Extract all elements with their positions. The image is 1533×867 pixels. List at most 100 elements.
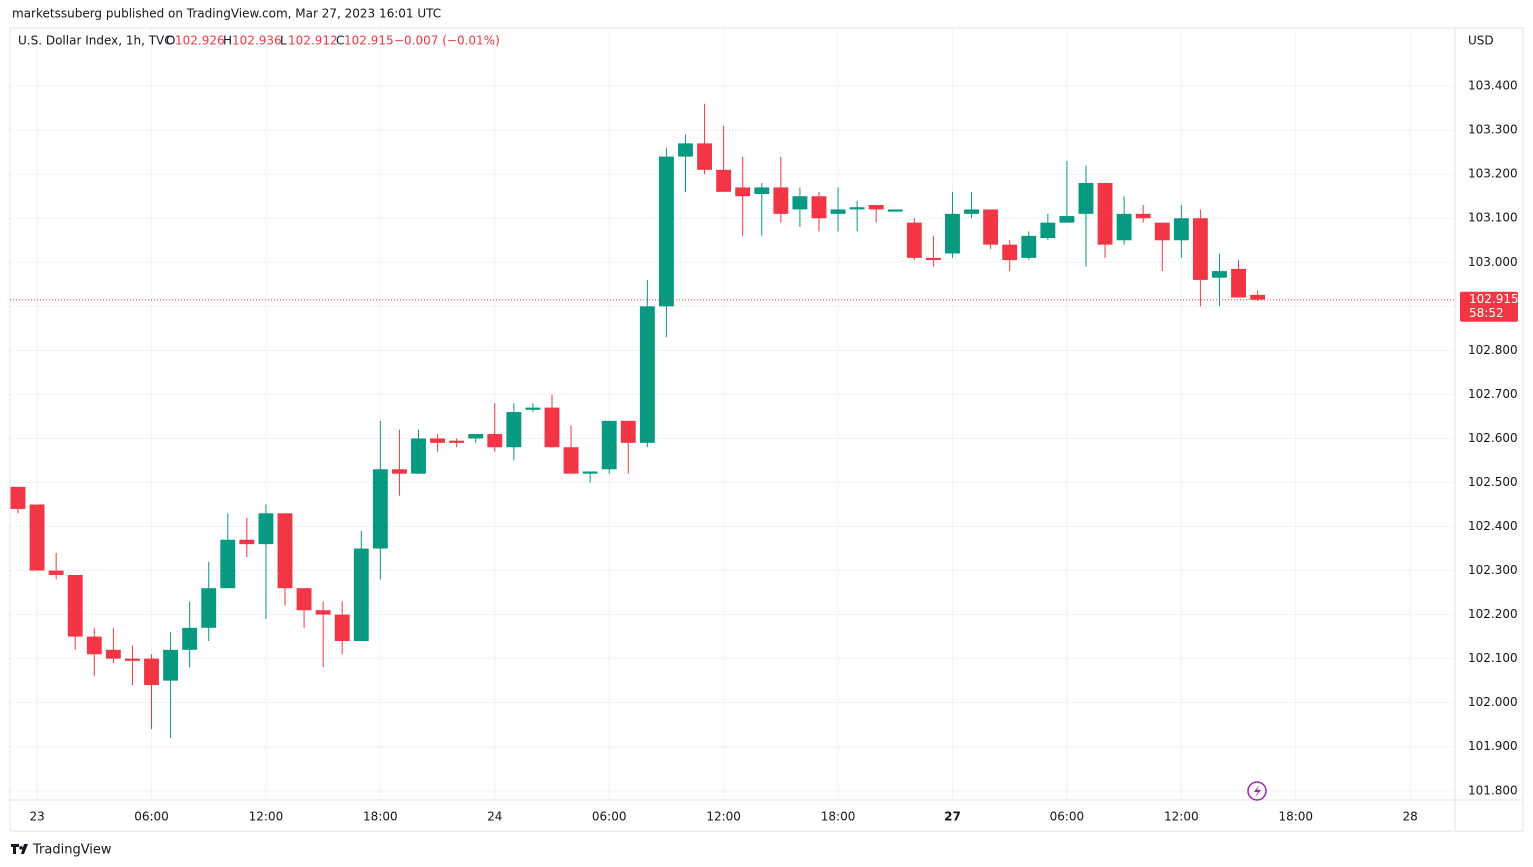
candle-body	[372, 469, 388, 549]
candle-body	[1173, 218, 1189, 241]
currency-label: USD	[1468, 34, 1494, 48]
x-tick-label: 12:00	[1164, 810, 1199, 824]
last-price-badge	[1460, 291, 1518, 322]
y-tick-label: 102.000	[1468, 695, 1518, 709]
candle-body	[1059, 216, 1075, 223]
candle-body	[1192, 218, 1208, 280]
candle-body	[411, 438, 426, 474]
candle-body	[620, 420, 636, 443]
y-tick-label: 103.100	[1468, 211, 1518, 225]
candle-body	[754, 187, 770, 195]
x-tick-label: 06:00	[1050, 810, 1085, 824]
candle-body	[1154, 222, 1170, 241]
x-tick-label: 06:00	[592, 810, 627, 824]
y-tick-label: 102.400	[1468, 519, 1518, 533]
brand-logo[interactable]	[11, 844, 28, 854]
candle-body	[86, 636, 102, 655]
candle-body	[468, 434, 484, 439]
candle-body	[773, 187, 789, 214]
candle-body	[239, 539, 255, 545]
candle-body	[544, 407, 560, 448]
y-tick-label: 102.600	[1468, 431, 1518, 445]
candle-body	[10, 486, 26, 509]
candle-body	[906, 222, 922, 258]
candle-body	[144, 658, 159, 686]
y-tick-label: 101.900	[1468, 739, 1518, 753]
y-tick-label: 102.800	[1468, 343, 1518, 357]
brand[interactable]: TradingView	[11, 843, 112, 858]
legend-low: 102.912	[288, 34, 338, 48]
candle-body	[964, 209, 979, 214]
x-tick-label: 18:00	[1278, 810, 1313, 824]
countdown-label: 58:52	[1469, 306, 1504, 320]
candle-body	[1021, 235, 1037, 258]
legend-c-label: C	[336, 34, 344, 48]
candle-body	[945, 213, 960, 254]
candle-body	[601, 420, 617, 470]
legend-close: 102.915	[344, 34, 394, 48]
candle-body	[735, 187, 751, 197]
candle-body	[449, 440, 465, 443]
y-tick-label: 103.300	[1468, 123, 1518, 137]
candle-body	[182, 627, 198, 650]
legend-l-label: L	[280, 34, 287, 48]
candle-body	[1097, 183, 1113, 245]
legend-h-label: H	[223, 34, 232, 48]
y-tick-label: 103.200	[1468, 167, 1518, 181]
x-tick-label: 06:00	[134, 810, 169, 824]
candle-body	[506, 412, 522, 448]
y-tick-label: 102.100	[1468, 651, 1518, 665]
candle-body	[201, 588, 217, 628]
candle-body	[1040, 222, 1056, 239]
candle-body	[1002, 244, 1018, 261]
candle-body	[1212, 271, 1227, 278]
frame	[9, 27, 1524, 832]
candle-body	[1078, 183, 1094, 214]
legend-o-label: O	[166, 34, 175, 48]
brand-name[interactable]: TradingView	[32, 843, 112, 858]
candle-body	[697, 143, 712, 170]
candle-body	[315, 610, 331, 615]
last-price-label: 102.915	[1469, 292, 1519, 306]
x-tick-label: 28	[1403, 810, 1418, 824]
legend-open: 102.926	[175, 34, 225, 48]
candle-body	[1116, 213, 1132, 241]
candle-body	[716, 169, 732, 192]
x-tick-label: 27	[944, 810, 961, 824]
candle-body	[1231, 268, 1246, 298]
y-tick-label: 102.500	[1468, 475, 1518, 489]
candle-body	[582, 471, 598, 474]
candle-body	[430, 438, 446, 443]
y-tick-label: 103.400	[1468, 79, 1518, 93]
y-tick-label: 102.200	[1468, 607, 1518, 621]
alert-bolt[interactable]	[1254, 785, 1261, 797]
candle-body	[296, 588, 312, 611]
candle-body	[830, 209, 846, 214]
x-tick-label: 24	[487, 810, 502, 824]
candle-body	[124, 658, 140, 661]
candle-body	[220, 539, 236, 589]
candle-body	[849, 207, 865, 210]
candle-body	[277, 513, 293, 589]
x-tick-label: 18:00	[363, 810, 398, 824]
candle-body	[391, 469, 407, 474]
candle-body	[1135, 213, 1151, 219]
legend-high: 102.936	[232, 34, 282, 48]
candle-body	[48, 570, 64, 575]
candle-body	[67, 574, 83, 637]
y-tick-label: 101.800	[1468, 783, 1518, 797]
y-tick-label: 102.300	[1468, 563, 1518, 577]
y-tick-label: 103.000	[1468, 255, 1518, 269]
grid	[10, 28, 1455, 800]
alert-circle[interactable]	[1247, 781, 1267, 801]
candle-body	[639, 306, 655, 443]
alert-icon[interactable]	[1247, 781, 1267, 801]
x-tick-label: 12:00	[249, 810, 284, 824]
candle-body	[868, 205, 884, 210]
candle-body	[525, 407, 541, 410]
candle-body	[811, 196, 827, 219]
candle-body	[792, 196, 808, 210]
candle-body	[1250, 294, 1266, 300]
candle-body	[563, 447, 579, 474]
candle-body	[658, 156, 674, 307]
